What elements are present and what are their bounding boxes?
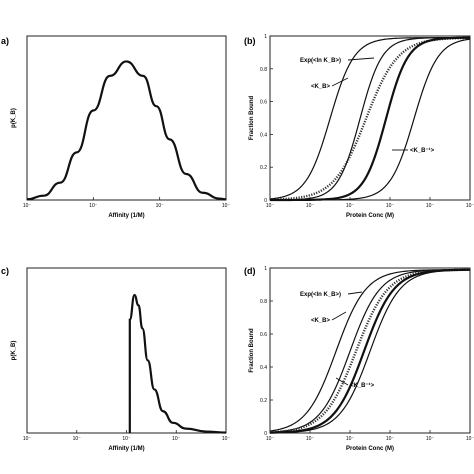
annotation-arrow-b bbox=[331, 77, 349, 87]
y-tick-label-b: 0.6 bbox=[260, 100, 267, 106]
y-tick-label-b: 0 bbox=[264, 198, 267, 204]
plot-frame-c bbox=[26, 267, 227, 434]
y-tick-label-d: 1 bbox=[264, 266, 267, 272]
annotation-label-b: Exp(<ln K_B>) bbox=[300, 58, 341, 64]
x-axis-title-c: Affinity (1/M) bbox=[108, 446, 144, 452]
y-tick-label-d: 0 bbox=[264, 431, 267, 437]
x-tick-label-c: 10⁻ bbox=[23, 436, 32, 442]
y-tick-label-b: 0.8 bbox=[260, 67, 267, 73]
panel-label-d: (d) bbox=[244, 266, 256, 276]
y-tick-label-d: 0.4 bbox=[260, 365, 267, 371]
x-tick-label-d: 10⁻ bbox=[306, 436, 315, 442]
x-axis-title-a: Affinity (1/M) bbox=[108, 213, 144, 219]
binding-curve-b bbox=[270, 38, 471, 201]
x-tick-label-a: 10⁻ bbox=[222, 203, 231, 209]
y-tick-label-d: 0.8 bbox=[260, 299, 267, 305]
y-axis-title-c: p(K_B) bbox=[11, 341, 17, 361]
annotation-label-d: <K_B⁻¹> bbox=[350, 382, 375, 389]
y-tick-label-b: 0.4 bbox=[260, 132, 267, 138]
x-tick-label-c: 10⁻ bbox=[122, 436, 131, 442]
panel-label-c: c) bbox=[1, 266, 9, 276]
x-tick-label-b: 10⁻ bbox=[426, 203, 435, 209]
x-axis-title-d: Protein Conc (M) bbox=[346, 446, 394, 452]
panel-c: 10⁻ 10⁻ 10⁻ 10⁻ 10⁻ Affinity (1/M) p(K_B) bbox=[11, 267, 231, 452]
annotation-label-b: <K_B> bbox=[311, 84, 331, 90]
plot-frame-b bbox=[269, 35, 471, 201]
x-tick-label-c: 10⁻ bbox=[222, 436, 231, 442]
y-tick-label-b: 1 bbox=[264, 34, 267, 40]
binding-curve-d bbox=[269, 268, 471, 434]
panel-b: 10⁻ 10⁻ 10⁻ 10⁻ 10⁻ 10⁻00.20.40.60.81Protein … bbox=[249, 34, 474, 219]
x-tick-label-a: 10⁻ bbox=[23, 203, 32, 209]
distribution-curve-a bbox=[26, 60, 227, 201]
plot-frame-a bbox=[26, 35, 227, 201]
y-axis-title-d: Fraction Bound bbox=[249, 328, 255, 373]
y-tick-label-d: 0.6 bbox=[260, 332, 267, 338]
y-axis-title-a: p(K_B) bbox=[11, 108, 17, 128]
x-tick-label-c: 10⁻ bbox=[73, 436, 82, 442]
panel-label-b: (b) bbox=[244, 36, 256, 46]
panel-label-a: a) bbox=[1, 36, 9, 46]
x-tick-label-b: 10⁻ bbox=[466, 203, 474, 209]
annotation-label-b: <K_B⁻¹> bbox=[410, 147, 435, 154]
plot-frame-d bbox=[269, 267, 471, 434]
x-tick-label-c: 10⁻ bbox=[172, 436, 181, 442]
y-axis-title-b: Fraction Bound bbox=[249, 96, 255, 141]
x-tick-label-d: 10⁻ bbox=[386, 436, 395, 442]
y-tick-label-d: 0.2 bbox=[260, 398, 267, 404]
x-axis-title-b: Protein Conc (M) bbox=[346, 213, 394, 219]
binding-curve-d bbox=[269, 269, 471, 434]
annotation-arrow-d bbox=[331, 311, 347, 321]
panel-d: 10⁻ 10⁻ 10⁻ 10⁻ 10⁻ 10⁻00.20.40.60.81Protein … bbox=[249, 266, 474, 452]
x-tick-label-d: 10⁻ bbox=[426, 436, 435, 442]
panel-a: 10⁻ 10⁻ 10⁻ 10⁻ Affinity (1/M) p(K_B) bbox=[11, 35, 231, 219]
x-tick-label-b: 10⁻ bbox=[346, 203, 355, 209]
annotation-arrow-b bbox=[347, 57, 375, 61]
x-tick-label-b: 10⁻ bbox=[386, 203, 395, 209]
annotation-label-d: Exp(<ln K_B>) bbox=[300, 292, 341, 298]
distribution-curve-c bbox=[128, 293, 227, 434]
x-tick-label-a: 10⁻ bbox=[156, 203, 165, 209]
x-tick-label-a: 10⁻ bbox=[89, 203, 98, 209]
annotation-arrow-d bbox=[335, 377, 349, 386]
annotation-arrow-d bbox=[347, 291, 363, 295]
x-tick-label-b: 10⁻ bbox=[266, 203, 275, 209]
x-tick-label-d: 10⁻ bbox=[466, 436, 474, 442]
x-tick-label-b: 10⁻ bbox=[306, 203, 315, 209]
x-tick-label-d: 10⁻ bbox=[266, 436, 275, 442]
annotation-label-d: <K_B> bbox=[311, 318, 331, 324]
y-tick-label-b: 0.2 bbox=[260, 165, 267, 171]
x-tick-label-d: 10⁻ bbox=[346, 436, 355, 442]
